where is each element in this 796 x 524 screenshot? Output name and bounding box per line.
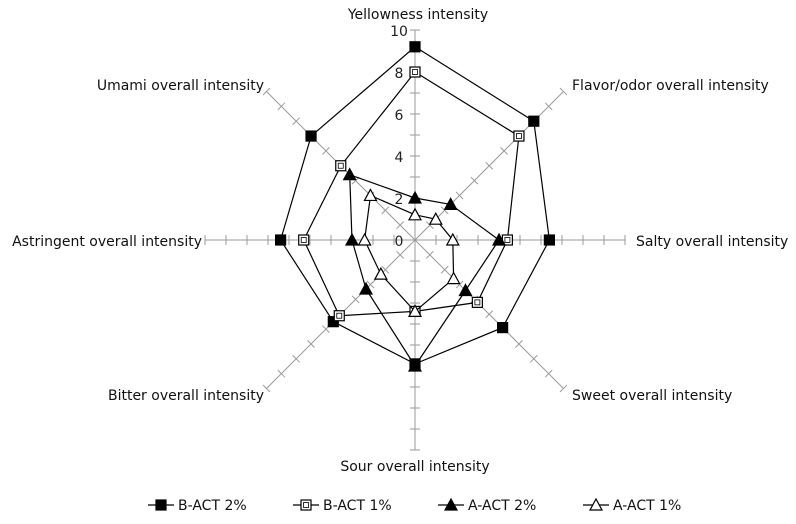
radial-tick-label: 0 [395,234,404,250]
legend-item-a-act-2: A-ACT 2% [438,497,536,514]
data-point-b-act-2 [543,234,556,246]
data-point-a-act-1 [373,266,388,280]
tick-mark [277,369,286,378]
legend-item-b-act-1: B-ACT 1% [293,498,392,514]
category-label-sweet-overall-intensity: Sweet overall intensity [572,388,732,404]
data-point-b-act-2 [528,115,540,127]
tick-mark [262,87,271,96]
tick-mark [455,191,464,200]
legend-label-b-act-2: B-ACT 2% [178,498,247,514]
tick-mark [470,176,479,185]
data-point-a-act-2 [491,232,507,246]
category-label-bitter-overall-intensity: Bitter overall intensity [108,388,264,404]
category-label-umami-overall-intensity: Umami overall intensity [97,78,264,94]
category-label-salty-overall-intensity: Salty overall intensity [636,234,788,250]
tick-mark [544,369,553,378]
tick-mark [485,161,494,170]
radar-series-group [275,41,556,372]
data-point-b-act-2 [327,316,339,328]
tick-mark [396,250,405,259]
data-point-a-act-2 [458,283,473,297]
series-line-a-act-1 [363,194,455,313]
tick-mark [351,295,360,304]
data-point-a-act-2 [407,190,423,204]
data-point-b-act-1 [471,296,483,308]
tick-mark [307,340,315,348]
tick-mark [292,117,301,126]
tick-mark [322,325,330,333]
series-a-act-2 [342,167,507,372]
data-point-b-act-1 [513,130,525,142]
radial-tick-label: 8 [395,66,404,82]
data-point-b-act-2 [409,41,421,53]
radial-tick-label: 10 [390,24,408,40]
category-label-astringent-overall-intensity: Astringent overall intensity [12,234,202,250]
series-line-a-act-2 [349,173,500,368]
data-point-b-act-1 [298,234,310,246]
legend-item-a-act-1: A-ACT 1% [583,497,681,514]
chart-legend: B-ACT 2% B-ACT 1% A-ACT 2% A-ACT 1% [148,497,681,514]
data-point-a-act-1 [363,188,378,202]
category-label-flavor-odor-overall-intensity: Flavor/odor overall intensity [572,78,769,94]
tick-mark [396,221,405,230]
series-a-act-1 [357,188,461,317]
tick-mark [559,384,568,393]
data-point-a-act-2 [344,232,360,246]
legend-marker-b-act-2 [155,499,167,511]
legend-label-b-act-1: B-ACT 1% [323,498,392,514]
tick-mark [440,206,449,215]
tick-mark [262,384,271,393]
data-point-b-act-2 [275,234,287,246]
data-point-a-act-1 [407,304,423,317]
tick-mark [425,221,434,230]
tick-mark [529,354,538,363]
series-line-b-act-1 [303,71,520,317]
data-point-a-act-2 [342,167,357,181]
radar-tick-labels: 0 2 4 6 8 10 [390,24,408,250]
tick-mark [366,280,375,289]
radial-tick-label: 4 [395,150,404,166]
tick-mark [292,354,301,363]
data-point-a-act-1 [445,232,460,246]
data-point-a-act-1 [446,271,461,285]
category-label-sour-overall-intensity: Sour overall intensity [340,459,489,475]
radar-category-labels: Yellowness intensity Flavor/odor overall … [12,7,788,475]
legend-label-a-act-1: A-ACT 1% [613,498,681,514]
legend-marker-b-act-1 [300,499,312,511]
data-point-b-act-1 [409,66,421,78]
tick-mark [381,206,390,215]
data-point-b-act-1 [333,310,345,322]
data-point-a-act-2 [443,197,458,210]
radar-axes [204,29,626,451]
category-label-yellowness-intensity: Yellowness intensity [347,7,488,23]
data-point-a-act-1 [407,207,423,221]
data-point-a-act-2 [358,281,374,295]
radial-tick-label: 2 [395,192,404,208]
tick-mark [455,280,464,289]
tick-mark [322,147,330,155]
series-b-act-1 [298,66,525,322]
tick-mark [425,250,434,259]
tick-mark [559,87,568,96]
tick-mark [440,265,449,274]
legend-marker-a-act-1 [588,497,604,511]
data-point-b-act-1 [335,160,347,172]
tick-mark [544,102,553,111]
tick-mark [485,310,494,319]
data-point-a-act-1 [428,211,443,225]
radial-tick-label: 6 [395,108,404,124]
tick-mark [277,102,286,111]
legend-marker-a-act-2 [443,497,459,511]
legend-label-a-act-2: A-ACT 2% [468,498,536,514]
data-point-b-act-2 [497,322,509,334]
data-point-a-act-2 [407,358,423,372]
data-point-a-act-1 [357,232,372,246]
tick-mark [515,340,523,348]
tick-mark [381,265,390,274]
tick-mark [500,147,508,155]
data-point-b-act-2 [305,130,317,142]
legend-item-b-act-2: B-ACT 2% [148,498,247,514]
